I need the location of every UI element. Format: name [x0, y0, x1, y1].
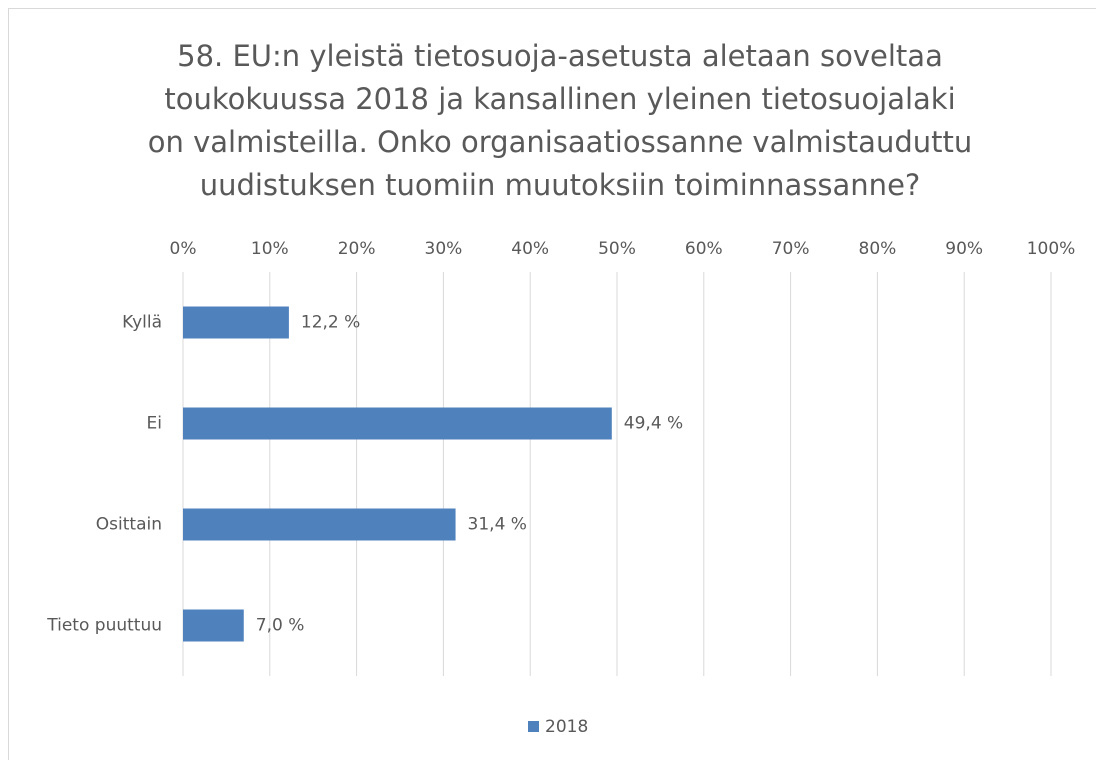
bar: [183, 508, 456, 541]
data-label: 31,4 %: [468, 515, 527, 535]
x-tick-label: 10%: [251, 239, 289, 259]
data-label: 49,4 %: [624, 414, 683, 434]
bar: [183, 609, 244, 642]
y-tick-label: Tieto puuttuu: [46, 616, 162, 636]
chart-title: 58. EU:n yleistä tietosuoja-asetusta ale…: [177, 39, 943, 73]
x-tick-label: 60%: [685, 239, 723, 259]
x-tick-label: 30%: [425, 239, 463, 259]
chart-border: [8, 8, 1096, 760]
y-tick-label: Kyllä: [122, 313, 162, 333]
x-tick-label: 40%: [511, 239, 549, 259]
x-tick-label: 50%: [598, 239, 636, 259]
data-label: 7,0 %: [256, 616, 305, 636]
y-tick-label: Ei: [147, 414, 162, 434]
x-tick-label: 90%: [945, 239, 983, 259]
legend-swatch: [528, 721, 539, 732]
legend-label: 2018: [545, 717, 588, 737]
bar: [183, 407, 612, 440]
x-tick-label: 20%: [338, 239, 376, 259]
chart-title: on valmisteilla. Onko organisaatiossanne…: [148, 125, 973, 159]
bar: [183, 306, 289, 339]
x-tick-label: 0%: [170, 239, 197, 259]
x-tick-label: 100%: [1027, 239, 1076, 259]
x-tick-label: 80%: [859, 239, 897, 259]
chart-title: toukokuussa 2018 ja kansallinen yleinen …: [164, 82, 955, 116]
data-label: 12,2 %: [301, 313, 360, 333]
y-tick-label: Osittain: [96, 515, 162, 535]
chart-title: uudistuksen tuomiin muutoksiin toiminnas…: [200, 168, 921, 202]
x-tick-label: 70%: [772, 239, 810, 259]
